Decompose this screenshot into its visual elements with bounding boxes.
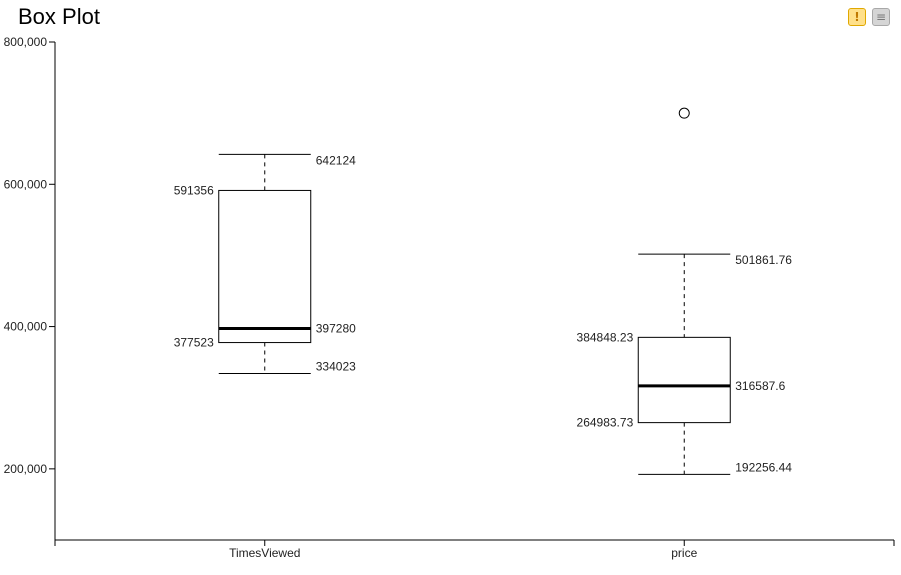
q3-label: 384848.23 — [577, 330, 634, 344]
x-axis: TimesViewed price — [54, 539, 895, 560]
x-tick-label: TimesViewed — [229, 546, 300, 560]
y-tick-label: 400,000 — [4, 320, 48, 334]
q3-label: 591356 — [174, 183, 214, 197]
warning-icon[interactable]: ! — [848, 8, 866, 26]
iqr-box — [637, 336, 731, 424]
y-tick-label: 200,000 — [4, 462, 48, 476]
outlier-point — [678, 107, 690, 119]
whisker-low-label: 334023 — [316, 360, 356, 374]
q1-label: 377523 — [174, 336, 214, 350]
x-tick-label: price — [671, 546, 697, 560]
y-tick-label: 800,000 — [4, 35, 48, 49]
box-price: 501861.76 384848.23 316587.6 264983.73 19225… — [577, 107, 792, 475]
chart-title: Box Plot — [18, 4, 100, 29]
y-tick-label: 600,000 — [4, 177, 48, 191]
whisker-low-label: 192256.44 — [735, 460, 792, 474]
iqr-box — [218, 189, 312, 344]
median-label: 316587.6 — [735, 379, 785, 393]
menu-icon[interactable]: ≡ — [872, 8, 890, 26]
q1-label: 264983.73 — [577, 416, 634, 430]
whisker-high-label: 501861.76 — [735, 253, 792, 267]
median-label: 397280 — [316, 322, 356, 336]
box-series: 642124 591356 397280 377523 334023 501861.76 3… — [174, 107, 792, 475]
whisker-high-label: 642124 — [316, 153, 356, 167]
box-TimesViewed: 642124 591356 397280 377523 334023 — [174, 153, 356, 375]
y-axis: 200,000 400,000 600,000 800,000 — [4, 35, 56, 540]
